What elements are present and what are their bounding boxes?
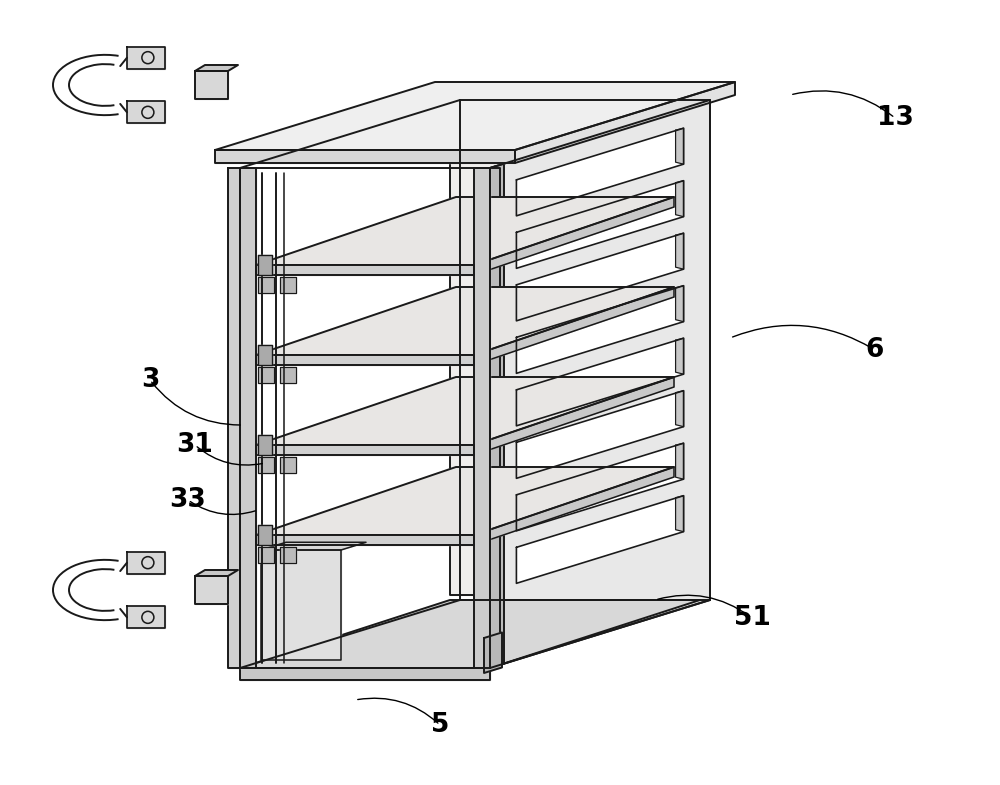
Text: 13: 13 xyxy=(877,105,913,131)
Polygon shape xyxy=(474,168,490,668)
Polygon shape xyxy=(256,197,674,265)
Polygon shape xyxy=(256,467,674,535)
Polygon shape xyxy=(261,550,341,660)
Text: 3: 3 xyxy=(141,367,159,393)
Polygon shape xyxy=(195,65,238,71)
Polygon shape xyxy=(450,105,700,595)
Polygon shape xyxy=(258,457,274,473)
Polygon shape xyxy=(676,128,684,164)
Text: 5: 5 xyxy=(431,712,449,738)
Text: 6: 6 xyxy=(866,337,884,363)
Polygon shape xyxy=(127,46,165,68)
Text: 31: 31 xyxy=(177,432,213,458)
Polygon shape xyxy=(474,467,674,545)
Polygon shape xyxy=(676,338,684,374)
Text: 51: 51 xyxy=(734,605,770,631)
Polygon shape xyxy=(127,606,165,628)
Polygon shape xyxy=(474,377,674,455)
Polygon shape xyxy=(516,233,684,321)
Polygon shape xyxy=(195,71,228,99)
Polygon shape xyxy=(676,233,684,269)
Polygon shape xyxy=(516,128,684,216)
Polygon shape xyxy=(676,391,684,427)
Polygon shape xyxy=(127,552,165,574)
Polygon shape xyxy=(127,101,165,123)
Polygon shape xyxy=(215,150,515,163)
Polygon shape xyxy=(240,668,490,680)
Polygon shape xyxy=(490,164,504,668)
Polygon shape xyxy=(228,168,240,668)
Polygon shape xyxy=(490,168,500,668)
Polygon shape xyxy=(256,377,674,445)
Polygon shape xyxy=(280,457,296,473)
Polygon shape xyxy=(516,444,684,531)
Polygon shape xyxy=(676,181,684,217)
Polygon shape xyxy=(258,345,272,365)
Polygon shape xyxy=(516,181,684,268)
Polygon shape xyxy=(261,542,366,550)
Polygon shape xyxy=(516,495,684,583)
Polygon shape xyxy=(474,287,674,365)
Polygon shape xyxy=(256,355,474,365)
Polygon shape xyxy=(280,547,296,563)
Polygon shape xyxy=(516,391,684,478)
Polygon shape xyxy=(240,600,700,668)
Polygon shape xyxy=(240,168,256,668)
Polygon shape xyxy=(256,445,474,455)
Polygon shape xyxy=(484,633,502,673)
Polygon shape xyxy=(258,525,272,545)
Text: 33: 33 xyxy=(170,487,206,513)
Polygon shape xyxy=(195,576,228,604)
Polygon shape xyxy=(258,547,274,563)
Polygon shape xyxy=(195,570,238,576)
Polygon shape xyxy=(515,82,735,163)
Polygon shape xyxy=(676,444,684,479)
Polygon shape xyxy=(256,535,474,545)
Polygon shape xyxy=(490,100,710,668)
Polygon shape xyxy=(474,197,674,275)
Polygon shape xyxy=(280,367,296,383)
Polygon shape xyxy=(676,495,684,531)
Polygon shape xyxy=(256,265,474,275)
Polygon shape xyxy=(256,287,674,355)
Polygon shape xyxy=(258,435,272,455)
Polygon shape xyxy=(280,277,296,293)
Polygon shape xyxy=(676,286,684,322)
Polygon shape xyxy=(516,338,684,425)
Polygon shape xyxy=(258,367,274,383)
Polygon shape xyxy=(258,255,272,275)
Polygon shape xyxy=(516,286,684,374)
Polygon shape xyxy=(215,82,735,150)
Polygon shape xyxy=(258,277,274,293)
